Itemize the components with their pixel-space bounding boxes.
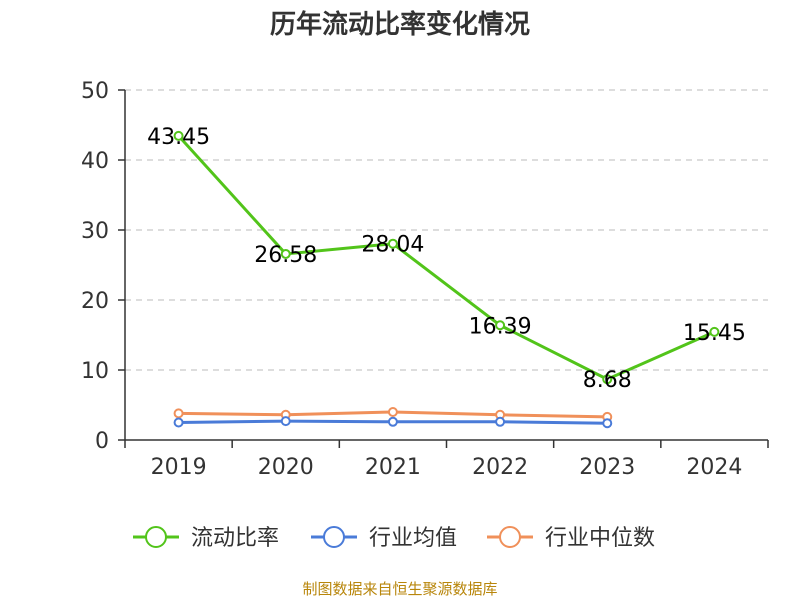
data-point: [495, 320, 506, 331]
data-point: [387, 238, 398, 249]
data-label: 16.39: [469, 314, 532, 339]
data-point: [495, 416, 506, 427]
data-point: [709, 326, 720, 337]
data-label: 26.58: [254, 243, 317, 268]
data-label: 15.45: [683, 321, 746, 346]
y-tick-label: 10: [81, 359, 109, 384]
source-note: 制图数据来自恒生聚源数据库: [302, 580, 498, 598]
data-point: [602, 374, 613, 385]
x-tick-label: 2022: [472, 455, 528, 480]
series-line: [177, 134, 716, 381]
data-point: [280, 248, 291, 259]
x-tick-label: 2020: [258, 455, 314, 480]
data-point: [280, 416, 291, 427]
y-tick-label: 50: [81, 79, 109, 104]
x-tick-label: 2024: [686, 455, 742, 480]
data-label: 28.04: [361, 233, 424, 258]
x-tick-label: 2019: [151, 455, 207, 480]
legend-label: 行业中位数: [545, 526, 655, 551]
data-label: 8.68: [583, 368, 632, 393]
axes: 0 10 20 30 40 50 2019 2020 2021 2022 2023 2024: [81, 79, 769, 480]
data-label: 43.45: [147, 125, 210, 150]
data-point: [387, 407, 398, 417]
grid-lines: [125, 89, 768, 371]
legend-marker: [499, 526, 521, 548]
y-tick-label: 40: [81, 149, 109, 174]
chart-title: 历年流动比率变化情况: [269, 10, 530, 40]
data-point: [173, 130, 184, 141]
legend-marker: [323, 526, 345, 548]
legend-marker: [145, 526, 167, 548]
data-labels: 43.45 26.58 28.04 16.39 8.68 15.45: [147, 125, 746, 393]
data-point: [387, 416, 398, 427]
y-tick-label: 20: [81, 289, 109, 314]
x-tick-label: 2021: [365, 455, 421, 480]
data-point: [602, 418, 613, 429]
y-tick-label: 30: [81, 219, 109, 244]
y-tick-label: 0: [95, 429, 109, 454]
data-point: [173, 408, 184, 419]
legend: 流动比率 行业均值 行业中位数: [133, 526, 655, 551]
legend-label: 流动比率: [191, 526, 279, 551]
data-point: [173, 417, 184, 428]
legend-label: 行业均值: [369, 526, 457, 551]
x-tick-label: 2023: [579, 455, 635, 480]
series-lines: [173, 130, 720, 429]
